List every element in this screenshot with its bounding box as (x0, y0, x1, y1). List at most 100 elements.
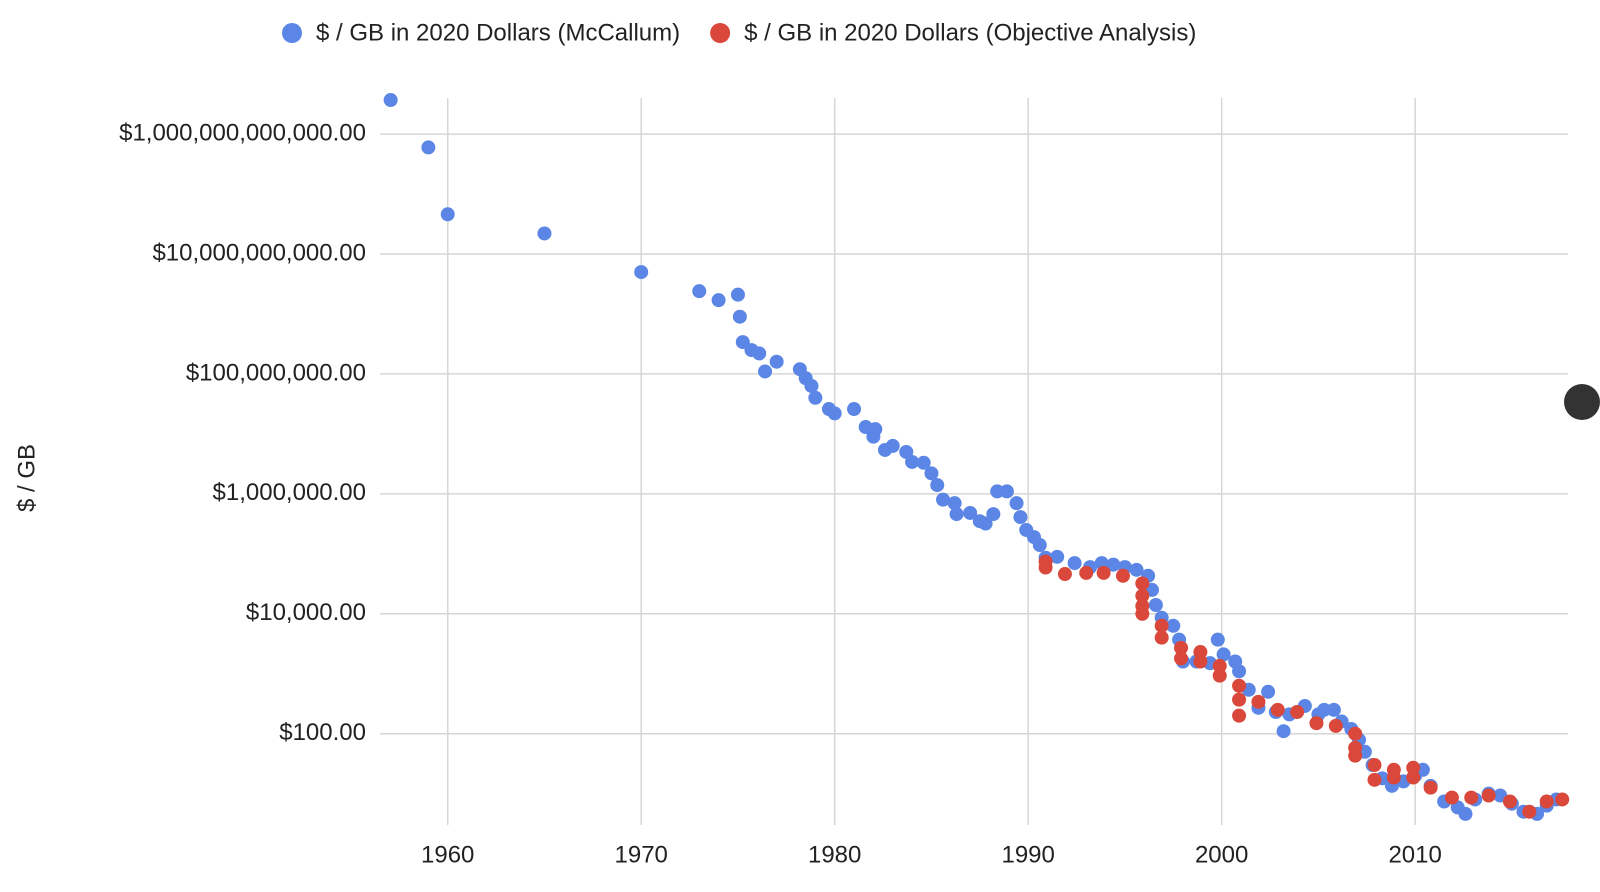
point (1174, 651, 1189, 666)
point (1032, 538, 1047, 553)
point (999, 484, 1014, 499)
point (1317, 702, 1332, 717)
point (383, 93, 398, 108)
point (421, 140, 436, 155)
point (1154, 618, 1169, 633)
point (537, 226, 552, 241)
y-axis-label: $ / GB (13, 444, 40, 512)
point (1232, 664, 1247, 679)
point (905, 454, 920, 469)
point (1232, 692, 1247, 707)
point (1212, 668, 1227, 683)
point (1555, 792, 1570, 807)
point (1464, 790, 1479, 805)
y-tick-label: $1,000,000.00 (213, 479, 366, 506)
point (1216, 647, 1231, 662)
point (1348, 748, 1363, 763)
point (1009, 496, 1024, 511)
point (1423, 780, 1438, 795)
point (885, 438, 900, 453)
series (1038, 554, 1570, 819)
point (1502, 794, 1517, 809)
y-tick-label: $1,000,000,000,000.00 (119, 119, 366, 146)
y-tick-label: $100.00 (279, 719, 366, 746)
point (1367, 772, 1382, 787)
point (692, 284, 707, 299)
point (634, 265, 649, 280)
point (752, 346, 767, 361)
legend: $ / GB in 2020 Dollars (McCallum) $ / GB … (282, 19, 1196, 46)
point (1154, 630, 1169, 645)
point (827, 406, 842, 421)
point (1232, 678, 1247, 693)
point (1386, 770, 1401, 785)
point (1406, 770, 1421, 785)
legend-label: $ / GB in 2020 Dollars (McCallum) (316, 19, 680, 46)
point (1135, 576, 1150, 591)
point (1261, 684, 1276, 699)
point (1328, 718, 1343, 733)
point (1129, 562, 1144, 577)
point (1232, 708, 1247, 723)
point (1406, 760, 1421, 775)
legend-swatch (710, 23, 731, 43)
point (1444, 790, 1459, 805)
point (1067, 556, 1082, 571)
grid (380, 98, 1568, 825)
point (924, 466, 939, 481)
point (1050, 549, 1065, 564)
point (758, 364, 773, 379)
legend-swatch (282, 23, 302, 43)
point (963, 505, 978, 520)
point (1057, 567, 1072, 582)
point (1148, 598, 1163, 613)
point (1174, 640, 1189, 655)
point (986, 507, 1001, 522)
point (1276, 724, 1291, 739)
point (711, 293, 726, 308)
x-tick-label: 1990 (1001, 841, 1054, 868)
point (1481, 788, 1496, 803)
y-tick-label: $10,000,000,000.00 (152, 239, 366, 266)
point (1106, 557, 1121, 572)
point (804, 378, 819, 393)
point (916, 455, 931, 470)
point (1038, 560, 1053, 575)
point (1326, 702, 1341, 717)
point (1193, 654, 1208, 669)
point (1539, 794, 1554, 809)
point (949, 507, 964, 522)
point (1210, 632, 1225, 647)
point (440, 207, 455, 222)
point (730, 287, 745, 302)
y-tick-label: $10,000.00 (246, 599, 366, 626)
point (1348, 726, 1363, 741)
point (1079, 565, 1094, 580)
point (866, 429, 881, 444)
point (847, 402, 862, 417)
point (978, 516, 993, 531)
point (1367, 758, 1382, 773)
scroll-handle[interactable] (1564, 384, 1600, 420)
point (1251, 694, 1266, 709)
point (1013, 510, 1028, 525)
point (1135, 588, 1150, 603)
point (930, 478, 945, 493)
point (936, 492, 951, 507)
legend-label: $ / GB in 2020 Dollars (Objective Analys… (744, 19, 1196, 46)
point (769, 354, 784, 369)
x-tick-label: 1980 (808, 841, 861, 868)
point (1458, 806, 1473, 821)
point (808, 390, 823, 405)
x-tick-label: 1960 (421, 841, 474, 868)
point (1522, 804, 1537, 819)
point (1270, 702, 1285, 717)
x-tick-label: 1970 (615, 841, 668, 868)
y-tick-label: $100,000,000.00 (186, 359, 366, 386)
point (947, 496, 962, 511)
x-tick-label: 2000 (1195, 841, 1248, 868)
point (1135, 606, 1150, 621)
point (1212, 658, 1227, 673)
point (1115, 568, 1130, 583)
